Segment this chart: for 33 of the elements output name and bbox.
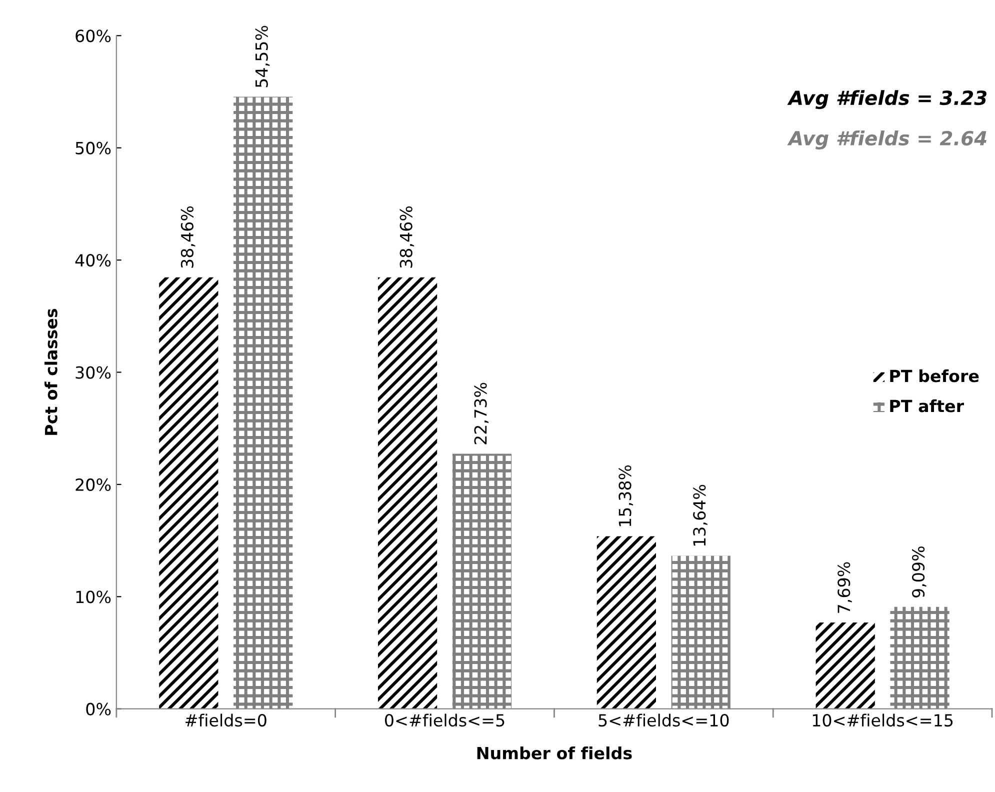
y-tick-label: 0% xyxy=(86,702,111,716)
data-label: 38,46% xyxy=(180,206,196,268)
x-tick-label: #fields=0 xyxy=(186,714,266,727)
y-tick-label: 20% xyxy=(76,478,111,492)
y-tick-label: 30% xyxy=(76,366,111,379)
data-label: 38,46% xyxy=(400,206,414,268)
data-label: 13,64% xyxy=(693,484,708,546)
bar xyxy=(816,622,875,709)
annotation: Avg #fields = 3.23 xyxy=(787,90,986,110)
annotation: Avg #fields = 2.64 xyxy=(787,130,986,150)
bar xyxy=(890,606,950,709)
bar xyxy=(452,454,512,709)
bar xyxy=(234,96,293,709)
data-label: 9,09% xyxy=(912,546,926,598)
y-tick-label: 50% xyxy=(76,142,111,154)
data-label: 54,55% xyxy=(255,26,270,88)
data-label: 22,73% xyxy=(474,382,489,444)
bar xyxy=(159,277,218,709)
x-tick-label: 5<#fields<=10 xyxy=(598,714,729,727)
data-label: 7,69% xyxy=(838,562,852,613)
y-tick-label: 60% xyxy=(76,30,111,42)
bar xyxy=(596,536,656,709)
x-tick-label: 0<#fields<=5 xyxy=(385,714,504,727)
bar xyxy=(378,277,438,709)
x-tick-label: 10<#fields<=15 xyxy=(812,714,953,727)
legend-label: PT after xyxy=(890,399,964,412)
y-axis-title: Pct of classes xyxy=(44,308,58,435)
y-tick-label: 10% xyxy=(76,590,111,604)
bar xyxy=(671,556,730,709)
legend-label: PT before xyxy=(890,369,979,382)
y-tick-label: 40% xyxy=(75,254,111,267)
x-axis-title: Number of fields xyxy=(477,746,632,760)
data-label: 15,38% xyxy=(618,465,633,526)
